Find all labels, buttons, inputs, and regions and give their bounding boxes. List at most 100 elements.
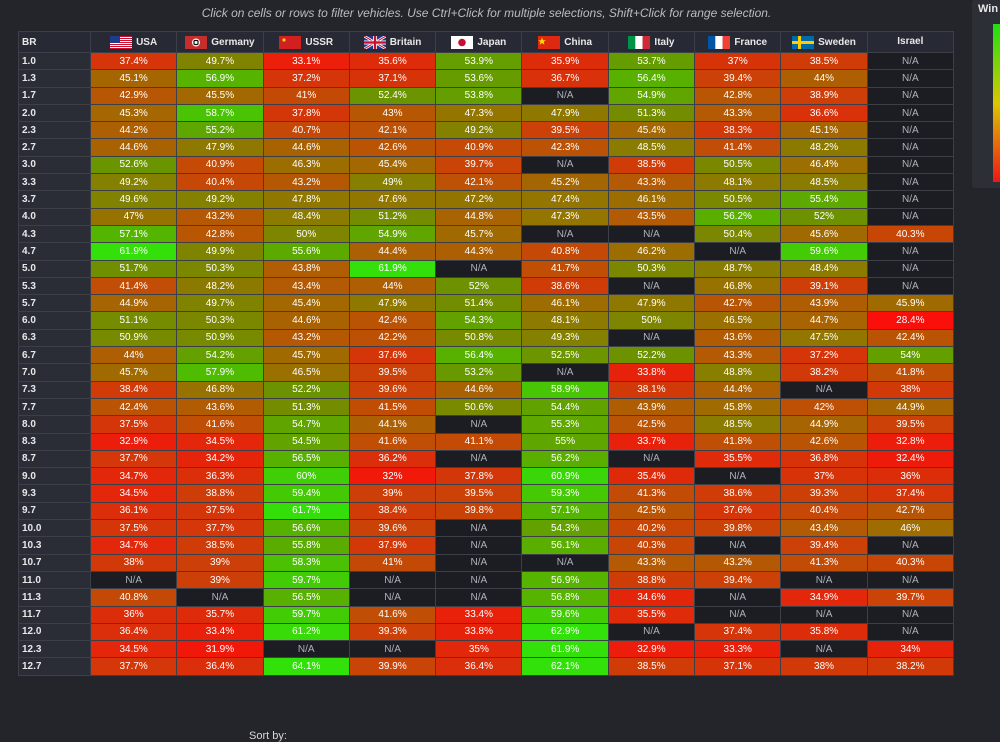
table-row[interactable]: 10.0 37.5% 37.7% 56.6% 39.6% N/A 54.3% 40.2% 39.… — [18, 519, 954, 538]
winrate-cell[interactable]: 50.3% — [176, 259, 264, 278]
winrate-cell[interactable]: 35.8% — [780, 622, 868, 642]
winrate-cell[interactable]: N/A — [521, 363, 609, 382]
winrate-cell[interactable]: 42.2% — [348, 328, 437, 348]
br-cell[interactable]: 8.7 — [18, 449, 91, 469]
br-cell[interactable]: 4.7 — [18, 242, 91, 261]
winrate-cell[interactable]: 42.5% — [607, 501, 696, 521]
winrate-cell[interactable]: 36.1% — [89, 501, 178, 521]
winrate-cell[interactable]: 54.9% — [348, 224, 437, 244]
winrate-cell[interactable]: 44.9% — [780, 415, 868, 434]
winrate-cell[interactable]: 43.2% — [262, 328, 350, 348]
winrate-cell[interactable]: 44.9% — [866, 397, 954, 417]
winrate-cell[interactable]: 33.3% — [694, 640, 782, 659]
winrate-cell[interactable]: 50.9% — [89, 328, 178, 348]
winrate-cell[interactable]: 42.4% — [89, 397, 178, 417]
winrate-cell[interactable]: 42.4% — [866, 328, 954, 348]
winrate-cell[interactable]: 54.4% — [521, 397, 609, 417]
winrate-cell[interactable]: 50.5% — [694, 155, 782, 175]
br-cell[interactable]: 2.3 — [18, 121, 91, 140]
winrate-cell[interactable]: 48.4% — [262, 207, 350, 226]
winrate-cell[interactable]: N/A — [780, 605, 868, 624]
winrate-cell[interactable]: 37.5% — [176, 501, 264, 521]
winrate-cell[interactable]: N/A — [176, 588, 264, 607]
winrate-cell[interactable]: 39.5% — [348, 363, 437, 382]
winrate-cell[interactable]: 41.8% — [694, 432, 782, 451]
winrate-cell[interactable]: 37.1% — [348, 69, 437, 88]
table-row[interactable]: 6.0 51.1% 50.3% 44.6% 42.4% 54.3% 48.1% 50% 46.5… — [18, 311, 954, 330]
winrate-cell[interactable]: 47.3% — [521, 207, 609, 226]
winrate-cell[interactable]: 38% — [866, 380, 954, 399]
br-cell[interactable]: 1.0 — [18, 51, 91, 71]
table-row[interactable]: 11.0 N/A 39% 59.7% N/A N/A 56.9% 38.8% 39.4% N/A N… — [18, 570, 954, 590]
winrate-cell[interactable]: N/A — [435, 259, 523, 278]
winrate-cell[interactable]: 52% — [780, 207, 868, 226]
winrate-cell[interactable]: 50.4% — [694, 224, 782, 244]
winrate-cell[interactable]: N/A — [435, 519, 523, 538]
br-cell[interactable]: 1.7 — [18, 86, 91, 105]
winrate-cell[interactable]: 48.5% — [780, 173, 868, 192]
winrate-cell[interactable]: 40.4% — [176, 173, 264, 192]
winrate-cell[interactable]: 57.9% — [176, 363, 264, 382]
br-cell[interactable]: 7.0 — [18, 363, 91, 382]
table-row[interactable]: 6.7 44% 54.2% 45.7% 37.6% 56.4% 52.5% 52.2% 43.3… — [18, 346, 954, 365]
winrate-cell[interactable]: 40.4% — [780, 501, 868, 521]
table-row[interactable]: 6.3 50.9% 50.9% 43.2% 42.2% 50.8% 49.3% N/A 43.6… — [18, 328, 954, 348]
winrate-cell[interactable]: 42.6% — [780, 432, 868, 451]
table-row[interactable]: 12.3 34.5% 31.9% N/A N/A 35% 61.9% 32.9% 33.3% N/… — [18, 640, 954, 659]
winrate-cell[interactable]: 40.9% — [435, 138, 523, 157]
winrate-cell[interactable]: 48.1% — [521, 311, 609, 330]
winrate-cell[interactable]: 49.2% — [176, 190, 264, 209]
winrate-cell[interactable]: 35.4% — [607, 467, 696, 486]
table-row[interactable]: 9.3 34.5% 38.8% 59.4% 39% 39.5% 59.3% 41.3% 38.6… — [18, 484, 954, 503]
table-row[interactable]: 9.0 34.7% 36.3% 60% 32% 37.8% 60.9% 35.4% N/A 37%… — [18, 467, 954, 486]
br-cell[interactable]: 8.0 — [18, 415, 91, 434]
winrate-cell[interactable]: 38.5% — [607, 155, 696, 175]
winrate-cell[interactable]: 44.8% — [435, 207, 523, 226]
winrate-cell[interactable]: 40.3% — [866, 224, 954, 244]
winrate-cell[interactable]: 38.4% — [348, 501, 437, 521]
winrate-cell[interactable]: 54.5% — [262, 432, 350, 451]
table-row[interactable]: 11.7 36% 35.7% 59.7% 41.6% 33.4% 59.6% 35.5% N/A… — [18, 605, 954, 624]
winrate-cell[interactable]: 43.3% — [694, 103, 782, 123]
winrate-cell[interactable]: 32.9% — [89, 432, 178, 451]
winrate-cell[interactable]: 39.5% — [435, 484, 523, 503]
nation-header-ussr[interactable]: USSR — [262, 31, 350, 53]
winrate-cell[interactable]: 53.9% — [435, 51, 523, 71]
nation-header-britain[interactable]: Britain — [348, 31, 437, 53]
winrate-cell[interactable]: N/A — [694, 536, 782, 555]
table-row[interactable]: 5.7 44.9% 49.7% 45.4% 47.9% 51.4% 46.1% 47.9% 42… — [18, 294, 954, 313]
br-cell[interactable]: 8.3 — [18, 432, 91, 451]
br-cell[interactable]: 12.7 — [18, 657, 91, 676]
winrate-cell[interactable]: 52.5% — [521, 346, 609, 365]
winrate-cell[interactable]: 35.5% — [607, 605, 696, 624]
winrate-cell[interactable]: 37.7% — [89, 449, 178, 469]
winrate-cell[interactable]: 37.7% — [176, 519, 264, 538]
br-cell[interactable]: 6.0 — [18, 311, 91, 330]
winrate-cell[interactable]: N/A — [866, 536, 954, 555]
winrate-cell[interactable]: 46.5% — [262, 363, 350, 382]
winrate-cell[interactable]: N/A — [435, 570, 523, 590]
winrate-cell[interactable]: N/A — [780, 380, 868, 399]
winrate-cell[interactable]: 38.8% — [176, 484, 264, 503]
winrate-cell[interactable]: 43.9% — [607, 397, 696, 417]
winrate-cell[interactable]: 54.3% — [521, 519, 609, 538]
winrate-cell[interactable]: 44.6% — [435, 380, 523, 399]
winrate-cell[interactable]: 44% — [348, 276, 437, 296]
winrate-cell[interactable]: 38.3% — [694, 121, 782, 140]
br-cell[interactable]: 3.7 — [18, 190, 91, 209]
table-row[interactable]: 9.7 36.1% 37.5% 61.7% 38.4% 39.8% 57.1% 42.5% 37… — [18, 501, 954, 521]
winrate-cell[interactable]: N/A — [866, 570, 954, 590]
winrate-cell[interactable]: 49.7% — [176, 294, 264, 313]
winrate-cell[interactable]: 41.6% — [348, 605, 437, 624]
table-row[interactable]: 7.0 45.7% 57.9% 46.5% 39.5% 53.2% N/A 33.8% 48.8… — [18, 363, 954, 382]
br-cell[interactable]: 2.0 — [18, 103, 91, 123]
winrate-cell[interactable]: 39.5% — [521, 121, 609, 140]
winrate-cell[interactable]: 43.6% — [694, 328, 782, 348]
winrate-cell[interactable]: 37.4% — [694, 622, 782, 642]
winrate-cell[interactable]: 48.2% — [176, 276, 264, 296]
br-cell[interactable]: 11.3 — [18, 588, 91, 607]
winrate-cell[interactable]: 38.2% — [780, 363, 868, 382]
winrate-cell[interactable]: 48.1% — [694, 173, 782, 192]
winrate-cell[interactable]: 37.1% — [694, 657, 782, 676]
br-cell[interactable]: 5.0 — [18, 259, 91, 278]
